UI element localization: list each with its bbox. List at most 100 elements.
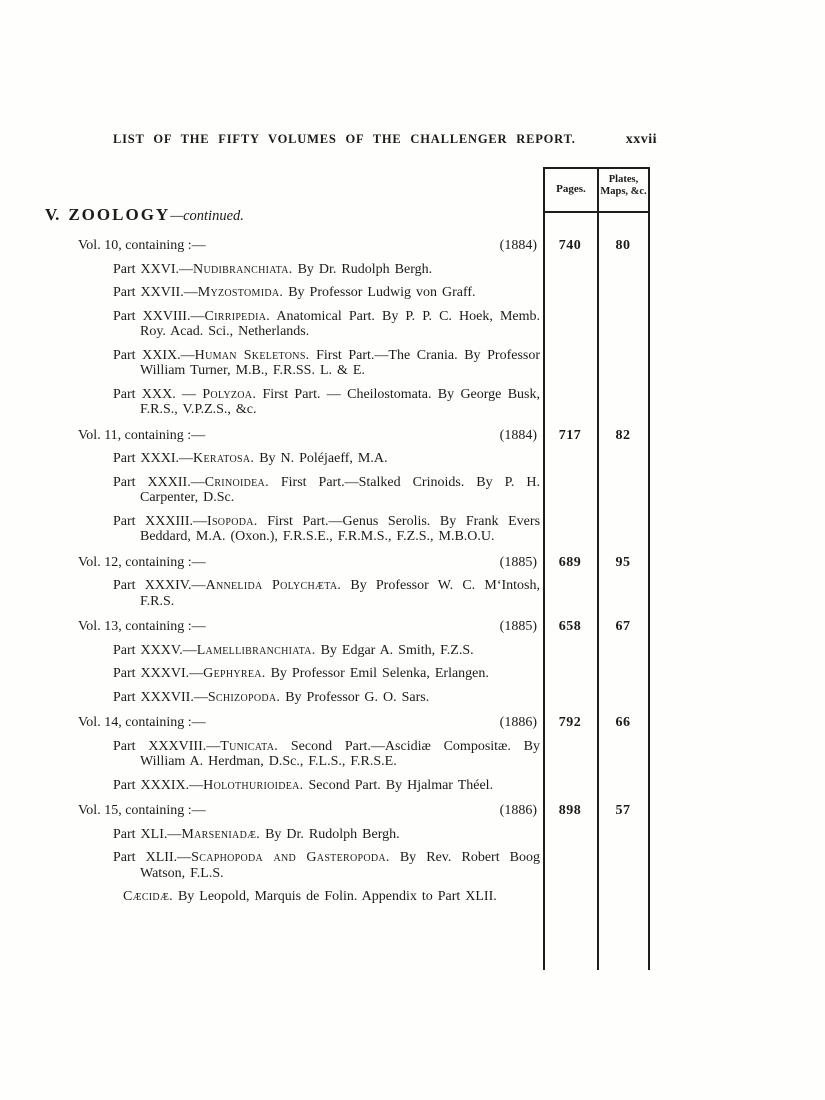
part-taxon: Polyzoa. (202, 386, 257, 402)
volume-pages-value: 792 (558, 715, 582, 730)
part-taxon: Tunicata. (220, 738, 279, 754)
part-entry: Part XXXII.—Crinoidea. First Part.—Stalk… (78, 475, 540, 506)
volume-plates-value: 82 (615, 427, 631, 443)
volume-header-row: Vol. 14, containing :— (1886) 792 66 (78, 715, 630, 731)
part-author: By Professor G. O. Sars. (285, 689, 430, 705)
part-number: Part XXVI.— (113, 261, 194, 277)
part-taxon: Gephyrea. (203, 666, 266, 681)
column-header-pages: Pages. (556, 183, 586, 195)
part-entry: Part XXXIII.—Isopoda. First Part.—Genus … (78, 514, 540, 545)
part-entry: Part XXXI.—Keratosa. By N. Poléjaeff, M.… (78, 451, 540, 467)
volume-pages-value: 689 (558, 554, 582, 570)
volume-entry: Vol. 11, containing :— (1884) 717 82 Par… (78, 427, 630, 545)
part-taxon: Keratosa. (193, 451, 255, 466)
volume-list: Vol. 10, containing :— (1884) 740 80 Par… (78, 238, 630, 905)
part-taxon: Cirripedia. (204, 308, 271, 324)
part-author: First Part. — Cheilostomata. By George B… (140, 386, 540, 418)
part-number: Part XXX. — (113, 386, 203, 402)
volume-year: (1885) (499, 554, 537, 570)
part-author: First Part.—Stalked Crinoids. By P. H. C… (140, 474, 540, 506)
part-number: Part XXXIX.— (113, 777, 204, 793)
table-vertical-rule-left (543, 167, 545, 970)
volume-pages-value: 898 (558, 803, 582, 818)
part-number: Part XXXIII.— (113, 513, 207, 529)
part-author: By Edgar A. Smith, F.Z.S. (320, 642, 474, 658)
part-taxon: Myzostomida. (197, 285, 284, 300)
part-entry: Part XXXVII.—Schizopoda. By Professor G.… (78, 690, 540, 706)
running-title: LIST OF THE FIFTY VOLUMES OF THE CHALLEN… (113, 132, 576, 146)
part-entry: Part XLII.—Scaphopoda and Gasteropoda. B… (78, 850, 540, 881)
part-author: By Professor W. C. M‘Intosh, F.R.S. (140, 578, 540, 609)
volume-pages-value: 740 (558, 238, 582, 253)
part-number: Part XLI.— (113, 826, 182, 842)
volume-label: Vol. 13, containing :— (78, 619, 206, 634)
part-entry: Part XXVIII.—Cirripedia. Anatomical Part… (78, 309, 540, 340)
part-taxon: Nudibranchiata. (193, 261, 293, 277)
volume-header-row: Vol. 11, containing :— (1884) 717 82 (78, 427, 630, 444)
part-author: By Professor Ludwig von Graff. (288, 285, 476, 300)
volume-plates-value: 57 (615, 803, 631, 818)
table-vertical-rule-right (648, 167, 650, 970)
volume-label: Vol. 12, containing :— (78, 554, 206, 570)
volume-year: (1884) (499, 427, 537, 443)
volume-pages-value: 717 (558, 427, 582, 443)
part-number: Part XXXV.— (113, 642, 197, 658)
section-continued-label: —continued. (170, 208, 244, 224)
part-taxon: Lamellibranchiata. (196, 642, 316, 658)
volume-plates-value: 67 (615, 619, 631, 634)
part-number: Part XXVII.— (113, 285, 198, 300)
part-entry: Part XXXIV.—Annelida Polychæta. By Profe… (78, 578, 540, 609)
part-taxon: Holothurioidea. (203, 777, 304, 793)
volume-entry: Vol. 15, containing :— (1886) 898 57 Par… (78, 803, 630, 905)
part-number: Part XXVIII.— (113, 308, 205, 324)
part-author: Anatomical Part. By P. P. C. Hoek, Memb.… (140, 308, 541, 340)
part-entry: Part XXXV.—Lamellibranchiata. By Edgar A… (78, 643, 540, 659)
part-entry: Cæcidæ. By Leopold, Marquis de Folin. Ap… (78, 889, 540, 905)
table-top-rule (543, 167, 650, 169)
part-author: By Rev. Robert Boog Watson, F.L.S. (140, 850, 541, 881)
part-number: Part XXIX.— (113, 347, 195, 363)
part-author: By Leopold, Marquis de Folin. Appendix t… (177, 889, 497, 904)
part-taxon: Schizopoda. (207, 689, 281, 705)
part-number: Part XXXVII.— (113, 689, 208, 705)
column-header-plates-line2: Maps, &c. (600, 186, 647, 197)
column-header-plates: Plates, Maps, &c. (599, 174, 648, 198)
volume-entry: Vol. 12, containing :— (1885) 689 95 Par… (78, 554, 630, 610)
volume-pages-value: 658 (558, 619, 582, 634)
table-header-rule (543, 211, 650, 213)
part-number: Part XXXI.— (113, 451, 194, 466)
volume-label: Vol. 10, containing :— (78, 238, 206, 253)
volume-header-row: Vol. 10, containing :— (1884) 740 80 (78, 238, 630, 254)
part-number: Part XXXVIII.— (113, 738, 221, 754)
volume-year: (1886) (499, 803, 537, 818)
part-author: By Professor Emil Selenka, Erlangen. (270, 666, 489, 681)
volume-year: (1884) (499, 238, 537, 253)
volume-year: (1885) (499, 619, 537, 634)
volume-header-row: Vol. 12, containing :— (1885) 689 95 (78, 554, 630, 571)
part-taxon: Isopoda. (206, 513, 258, 529)
column-header-plates-line1: Plates, (608, 174, 639, 185)
part-taxon: Crinoidea. (204, 474, 269, 490)
part-taxon: Human Skeletons. (194, 347, 310, 363)
part-entry: Part XLI.—Marseniadæ. By Dr. Rudolph Ber… (78, 827, 540, 843)
volume-plates-value: 95 (615, 554, 631, 570)
volume-entry: Vol. 14, containing :— (1886) 792 66 Par… (78, 715, 630, 794)
part-number: Part XLII.— (113, 850, 192, 865)
part-author: By Dr. Rudolph Bergh. (265, 826, 400, 842)
part-entry: Part XXXIX.—Holothurioidea. Second Part.… (78, 778, 540, 794)
volume-entry: Vol. 13, containing :— (1885) 658 67 Par… (78, 619, 630, 706)
page-number: xxvii (625, 132, 657, 147)
part-taxon: Cæcidæ. (123, 889, 173, 904)
volume-year: (1886) (499, 715, 537, 730)
part-author: Second Part.—Ascidiæ Compositæ. By Willi… (140, 738, 541, 770)
section-title: ZOOLOGY (68, 205, 171, 224)
section-numeral: V. (45, 205, 60, 224)
part-entry: Part XXX. — Polyzoa. First Part. — Cheil… (78, 387, 540, 418)
volume-label: Vol. 14, containing :— (78, 715, 206, 730)
volume-entry: Vol. 10, containing :— (1884) 740 80 Par… (78, 238, 630, 418)
volume-plates-value: 66 (615, 715, 631, 730)
table-vertical-rule-mid (597, 167, 599, 970)
part-number: Part XXXVI.— (113, 666, 204, 681)
section-heading: V. ZOOLOGY—continued. (45, 205, 244, 225)
